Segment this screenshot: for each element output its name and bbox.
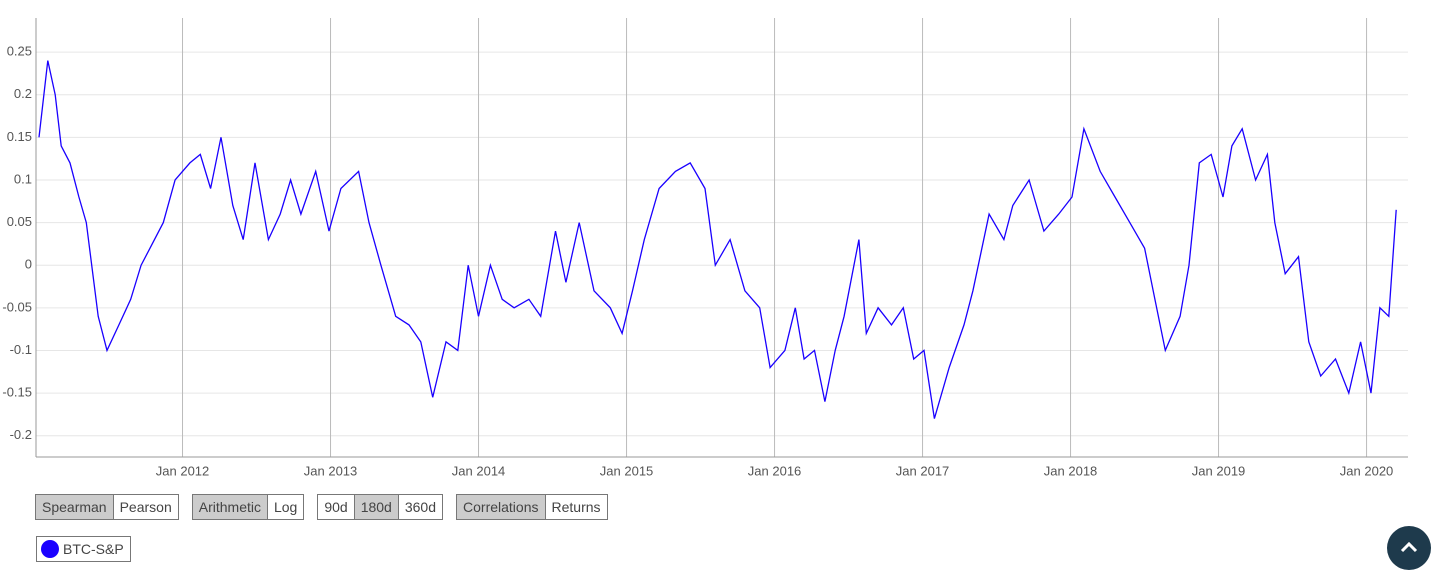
x-tick-label: Jan 2017 xyxy=(896,463,950,478)
toggle-button[interactable]: 360d xyxy=(397,494,444,520)
button-group: Correlations Returns xyxy=(456,494,608,520)
x-tick-label: Jan 2014 xyxy=(452,463,506,478)
toggle-button[interactable]: Returns xyxy=(544,494,608,520)
y-tick-label: -0.05 xyxy=(2,299,32,314)
x-tick-label: Jan 2020 xyxy=(1340,463,1394,478)
data-line xyxy=(38,60,1397,419)
chevron-icon xyxy=(1400,541,1418,553)
x-tick-label: Jan 2012 xyxy=(156,463,210,478)
y-tick-label: -0.15 xyxy=(2,385,32,400)
toggle-button[interactable]: 90d xyxy=(317,494,355,520)
x-tick-label: Jan 2013 xyxy=(304,463,358,478)
legend-label: BTC-S&P xyxy=(63,541,124,557)
y-tick-label: 0.05 xyxy=(7,214,32,229)
y-tick-label: 0 xyxy=(25,257,32,272)
toggle-button[interactable]: Pearson xyxy=(112,494,179,520)
controls: Spearman Pearson Arithmetic Log 90d 180d 360d C… xyxy=(35,494,608,520)
x-tick-label: Jan 2016 xyxy=(748,463,802,478)
toggle-button[interactable]: Spearman xyxy=(35,494,114,520)
toggle-button[interactable]: Arithmetic xyxy=(191,494,268,520)
y-tick-label: 0.1 xyxy=(14,171,32,186)
x-tick-label: Jan 2015 xyxy=(600,463,654,478)
button-group: 90d 180d 360d xyxy=(317,494,444,520)
y-tick-label: 0.2 xyxy=(14,86,32,101)
x-tick-label: Jan 2019 xyxy=(1192,463,1246,478)
toggle-button[interactable]: Correlations xyxy=(456,494,546,520)
toggle-button[interactable]: 180d xyxy=(353,494,399,520)
x-tick-label: Jan 2018 xyxy=(1044,463,1098,478)
y-tick-label: -0.1 xyxy=(10,342,32,357)
chart: -0.2 -0.15 -0.1 -0.05 0 0.05 0.1 0.15 0.2 0.25 Jan… xyxy=(2,18,1408,478)
scroll-top-button[interactable] xyxy=(1387,526,1431,570)
toggle-button[interactable]: Log xyxy=(266,494,305,520)
y-tick-label: -0.2 xyxy=(10,427,32,442)
legend[interactable]: BTC-S&P xyxy=(36,536,131,562)
legend-swatch xyxy=(41,540,59,558)
button-group: Spearman Pearson xyxy=(35,494,179,520)
y-tick-label: 0.15 xyxy=(7,129,32,144)
button-group: Arithmetic Log xyxy=(191,494,305,520)
y-tick-label: 0.25 xyxy=(7,44,32,59)
